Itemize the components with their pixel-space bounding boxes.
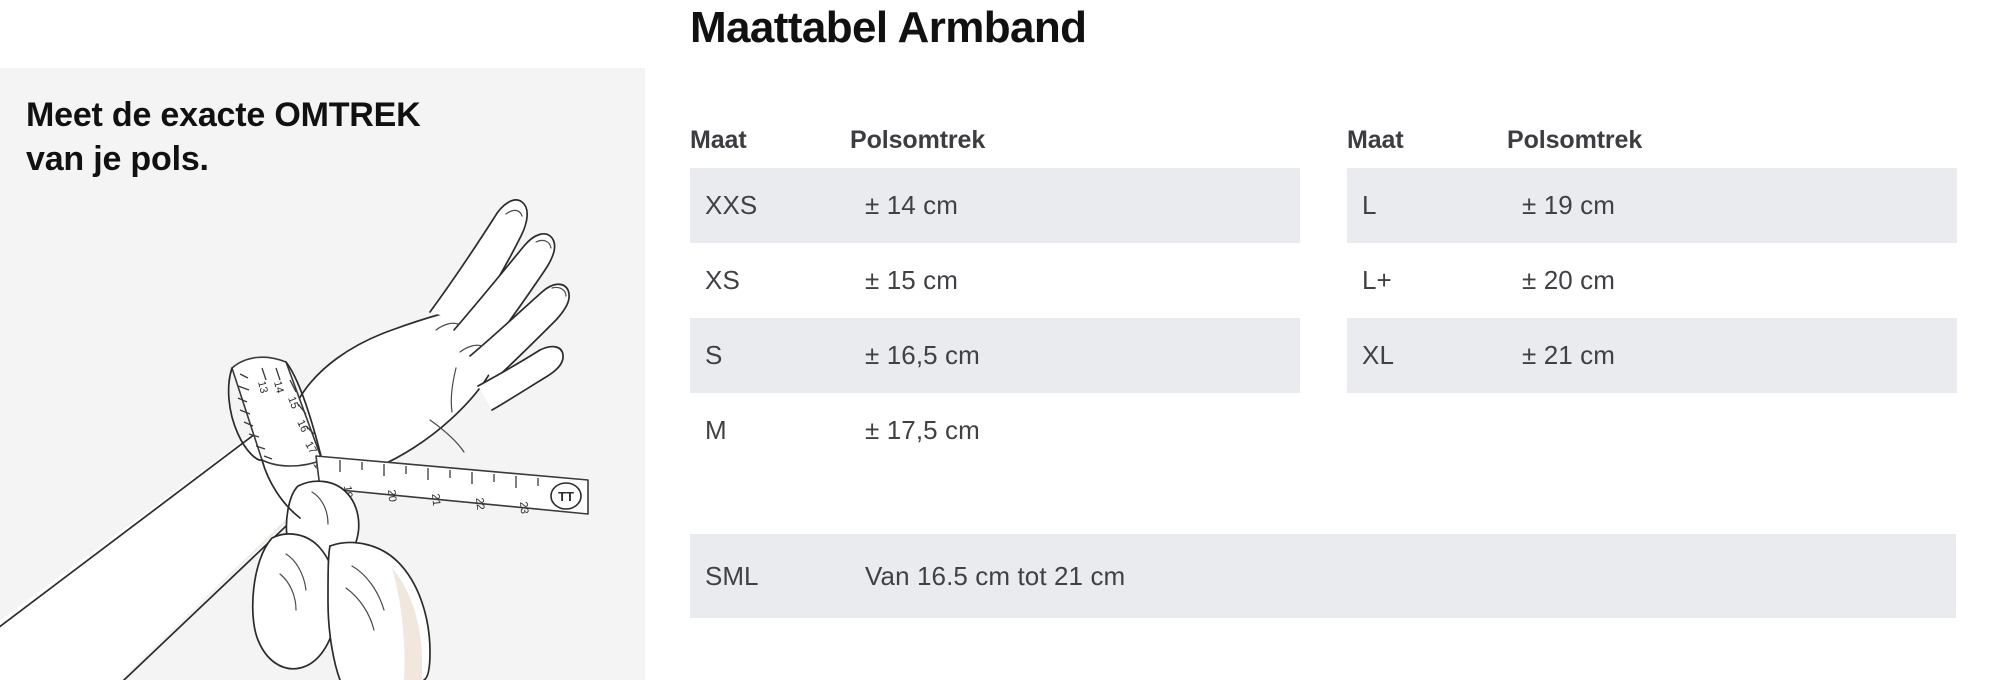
size-table-left: Maat Polsomtrek XXS ± 14 cm XS ± 15 cm S…	[690, 126, 1300, 468]
illustration-caption: Meet de exacte OMTREK van je pols.	[26, 96, 421, 178]
cell-size: SML	[705, 560, 759, 591]
table-header-row: Maat Polsomtrek	[1347, 126, 1957, 168]
page-title: Maattabel Armband	[690, 3, 1087, 52]
cell-circumference: ± 14 cm	[865, 190, 958, 220]
svg-text:17: 17	[302, 440, 319, 457]
hand-wrist-tape-measure-illustration: .ln { fill:none; stroke:#2b2b2b; stroke-…	[0, 68, 645, 680]
illustration-panel: .ln { fill:none; stroke:#2b2b2b; stroke-…	[0, 68, 645, 680]
size-guide-content: Maattabel Armband Maat Polsomtrek XXS ± …	[690, 0, 1957, 680]
table-row: S ± 16,5 cm	[690, 318, 1300, 393]
svg-text:22: 22	[473, 497, 486, 510]
column-header-size: Maat	[690, 126, 747, 154]
table-row: L+ ± 20 cm	[1347, 243, 1957, 318]
cell-circumference: ± 21 cm	[1522, 340, 1615, 370]
cell-size: M	[705, 415, 727, 445]
svg-text:23: 23	[517, 501, 530, 514]
table-row: XS ± 15 cm	[690, 243, 1300, 318]
cell-circumference: ± 20 cm	[1522, 265, 1615, 295]
cell-circumference: ± 16,5 cm	[865, 340, 980, 370]
size-tables: Maat Polsomtrek XXS ± 14 cm XS ± 15 cm S…	[690, 126, 1957, 468]
table-row: XL ± 21 cm	[1347, 318, 1957, 393]
table-row-empty	[1347, 393, 1957, 468]
column-header-circumference: Polsomtrek	[1507, 126, 1643, 154]
svg-text:21: 21	[429, 493, 442, 506]
cell-size: L	[1362, 190, 1377, 220]
cell-size: XXS	[705, 190, 758, 220]
svg-text:20: 20	[385, 489, 398, 502]
table-row: M ± 17,5 cm	[690, 393, 1300, 468]
cell-size: XL	[1362, 340, 1395, 370]
svg-text:16: 16	[294, 418, 310, 434]
table-header-row: Maat Polsomtrek	[690, 126, 1300, 168]
table-row: L ± 19 cm	[1347, 168, 1957, 243]
column-header-size: Maat	[1347, 126, 1404, 154]
svg-text:13: 13	[255, 380, 270, 395]
cell-size: XS	[705, 265, 740, 295]
svg-text:ТТ: ТТ	[558, 489, 574, 504]
cell-circumference: ± 15 cm	[865, 265, 958, 295]
cell-size: L+	[1362, 265, 1392, 295]
size-table-right: Maat Polsomtrek L ± 19 cm L+ ± 20 cm XL …	[1347, 126, 1957, 468]
cell-circumference: ± 17,5 cm	[865, 415, 980, 445]
svg-text:15: 15	[285, 395, 300, 411]
table-row: XXS ± 14 cm	[690, 168, 1300, 243]
cell-range: Van 16.5 cm tot 21 cm	[865, 560, 1126, 591]
cell-size: S	[705, 340, 723, 370]
svg-text:14: 14	[271, 380, 286, 395]
column-header-circumference: Polsomtrek	[850, 126, 986, 154]
cell-circumference: ± 19 cm	[1522, 190, 1615, 220]
summary-row-sml: SML Van 16.5 cm tot 21 cm	[690, 534, 1956, 618]
